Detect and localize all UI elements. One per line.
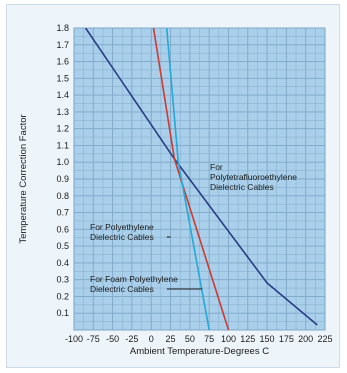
x-tick-label: 0 [149,334,154,344]
y-tick-label: 1.6 [56,57,69,67]
y-tick-label: 1.5 [56,73,69,83]
annotation-ptfe: Dielectric Cables [210,182,274,192]
x-tick-label: 225 [317,334,332,344]
x-tick-label: -100 [65,334,83,344]
y-tick-label: 0.5 [56,241,69,251]
x-tick-label: -50 [106,334,119,344]
y-tick-label: 0.3 [56,275,69,285]
x-tick-label: 200 [298,334,313,344]
annotation-foam: For Foam Polyethylene [90,274,178,284]
series-line-foam [165,28,210,330]
y-tick-label: 1.7 [56,40,69,50]
x-tick-label: 150 [260,334,275,344]
x-axis-title: Ambient Temperature-Degrees C [130,346,269,357]
series-line-polyethylene [152,28,230,330]
y-tick-label: 0.7 [56,208,69,218]
x-tick-label: 100 [221,334,236,344]
y-tick-label: 1.0 [56,157,69,167]
y-tick-label: 0.9 [56,174,69,184]
y-tick-labels: 0.1 0.2 0.3 0.4 0.5 0.6 0.7 0.8 0.9 1.0 1.1 1.2 1.3 1… [56,23,69,318]
series-lines [84,28,318,330]
y-tick-label: 0.4 [56,258,69,268]
x-tick-label: 125 [240,334,255,344]
y-tick-label: 0.8 [56,191,69,201]
annotation-ptfe: Polytetrafluoroethylene [210,172,297,182]
x-tick-label: -25 [125,334,138,344]
x-tick-labels: -100 -75 -50 -25 0 25 50 75 100 125 150 175 200 225 [65,334,333,344]
x-tick-label: -75 [87,334,100,344]
x-tick-label: 25 [166,334,176,344]
grid-lines [73,27,326,331]
annotation-foam: Dielectric Cables [90,284,154,294]
y-tick-label: 0.2 [56,291,69,301]
y-tick-label: 1.1 [56,140,69,150]
annotation-polyethylene: For Polyethylene [90,222,154,232]
y-tick-label: 1.3 [56,107,69,117]
x-tick-label: 175 [279,334,294,344]
x-tick-label: 75 [204,334,214,344]
y-tick-label: 1.2 [56,124,69,134]
x-tick-label: 50 [185,334,195,344]
y-tick-label: 0.1 [56,308,69,318]
y-tick-label: 1.8 [56,23,69,33]
y-tick-label: 0.6 [56,224,69,234]
annotation-ptfe: For [210,162,223,172]
annotation-polyethylene: Dielectric Cables [90,232,154,242]
series-line-ptfe [84,28,318,326]
y-axis-title: Temperature Correction Factor [18,114,29,243]
y-tick-label: 1.4 [56,90,69,100]
